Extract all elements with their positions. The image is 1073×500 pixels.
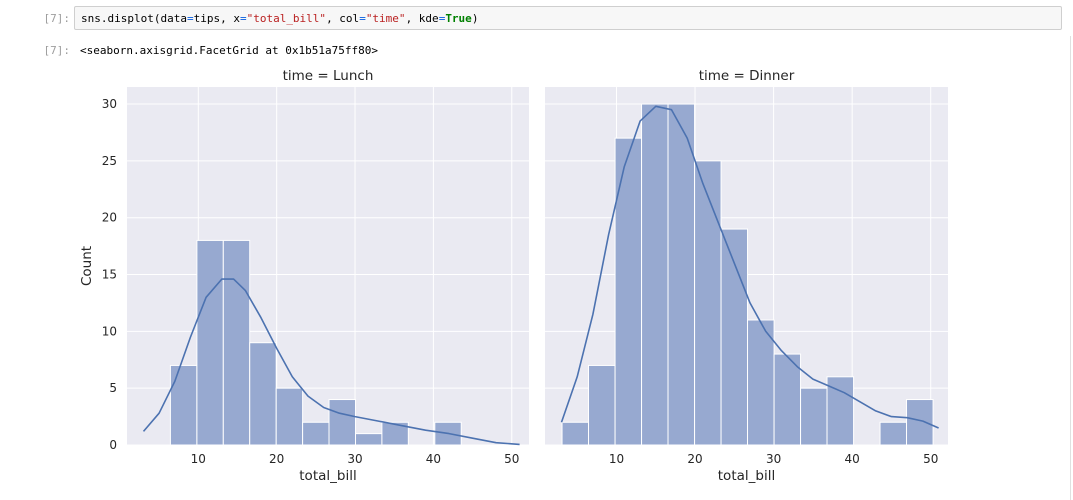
scroll-gutter <box>1070 36 1071 500</box>
histogram-bar <box>381 421 409 446</box>
code-op: = <box>438 12 446 25</box>
histogram-bar <box>561 421 590 446</box>
histogram-bar <box>588 364 616 446</box>
code-keyword: True <box>445 12 472 25</box>
histogram-bar <box>614 137 643 446</box>
histogram-bar <box>773 353 802 446</box>
histogram-bar <box>747 319 775 446</box>
x-tick-label: 10 <box>609 452 624 466</box>
x-axis-label: total_bill <box>299 468 356 484</box>
y-tick-label: 5 <box>109 381 117 395</box>
x-tick-label: 30 <box>766 452 781 466</box>
x-tick-label: 50 <box>504 452 519 466</box>
x-tick-label: 20 <box>269 452 284 466</box>
x-tick-label: 10 <box>191 452 206 466</box>
histogram-bar <box>275 387 304 446</box>
histogram-bar <box>222 239 251 446</box>
code-arg: , col <box>326 12 360 25</box>
y-tick-label: 10 <box>102 324 117 338</box>
histogram-bar <box>826 376 855 446</box>
histogram-bar <box>879 421 908 446</box>
histogram-bar <box>355 433 383 446</box>
code-fn: sns.displot(data <box>81 12 187 25</box>
code-op: = <box>186 12 194 25</box>
y-tick-label: 30 <box>102 97 117 111</box>
code-close: ) <box>471 12 479 25</box>
y-tick-label: 20 <box>102 211 117 225</box>
x-tick-label: 40 <box>845 452 860 466</box>
code-line: sns.displot(data=tips, x="total_bill", c… <box>81 12 478 25</box>
panel-title: time = Lunch <box>283 68 374 84</box>
output-text: <seaborn.axisgrid.FacetGrid at 0x1b51a75… <box>80 44 379 57</box>
x-tick-label: 20 <box>687 452 702 466</box>
output-prompt: [7]: <box>43 44 71 57</box>
histogram-bar <box>302 421 330 446</box>
histogram-bar <box>169 364 198 446</box>
histogram-bar <box>641 103 669 446</box>
x-tick-label: 50 <box>923 452 938 466</box>
y-tick-label: 0 <box>109 438 117 452</box>
histogram-bar <box>906 399 934 446</box>
x-axis-label: total_bill <box>718 468 775 484</box>
x-tick-label: 30 <box>347 452 362 466</box>
histogram-bar <box>249 342 277 446</box>
histogram-bar <box>694 160 722 446</box>
kde-line <box>560 105 939 429</box>
x-tick-label: 40 <box>426 452 441 466</box>
code-string: "total_bill" <box>246 12 327 25</box>
code-arg: tips, x <box>193 12 240 25</box>
histogram-bar <box>800 387 828 446</box>
code-string: "time" <box>365 12 406 25</box>
histogram-bar <box>667 103 696 446</box>
y-tick-label: 25 <box>102 154 117 168</box>
panel-title: time = Dinner <box>699 68 795 84</box>
input-prompt: [7]: <box>43 12 71 25</box>
code-arg: , kde <box>405 12 439 25</box>
y-tick-label: 15 <box>102 268 117 282</box>
input-cell: [7]: sns.displot(data=tips, x="total_bil… <box>0 0 1073 36</box>
code-op: = <box>239 12 247 25</box>
code-editor[interactable]: sns.displot(data=tips, x="total_bill", c… <box>74 6 1062 30</box>
facet-grid-chart: time = Lunch 10 20 30 40 50 total_bill 0 5 10 15 20… <box>79 68 948 484</box>
kde-line <box>142 278 520 446</box>
histogram-bar <box>196 239 224 446</box>
histogram-bar <box>328 399 357 446</box>
code-op: = <box>359 12 366 25</box>
y-axis-label: Count <box>79 246 95 286</box>
